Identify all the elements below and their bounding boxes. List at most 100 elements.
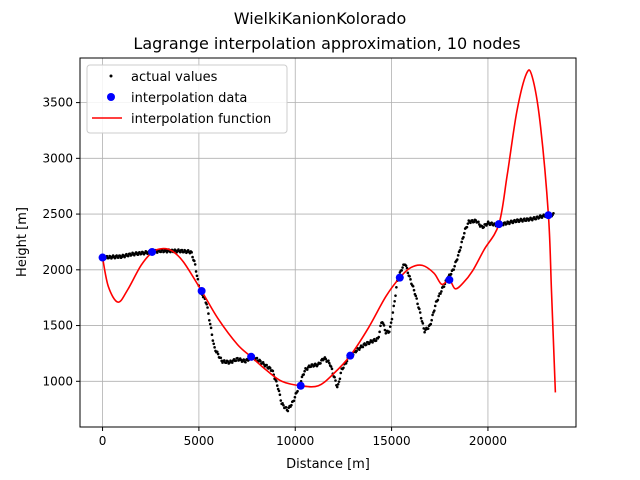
actual-value-point bbox=[436, 298, 440, 302]
actual-value-point bbox=[389, 321, 393, 324]
y-tick-label: 2000 bbox=[42, 263, 73, 277]
actual-value-point bbox=[191, 255, 194, 259]
actual-value-point bbox=[422, 327, 426, 330]
interpolation-data-series bbox=[98, 211, 553, 390]
actual-value-point bbox=[223, 359, 226, 362]
actual-value-point bbox=[472, 220, 476, 224]
y-tick-label: 3000 bbox=[42, 151, 73, 165]
x-tick-label: 20000 bbox=[469, 434, 507, 448]
actual-value-point bbox=[338, 377, 342, 381]
actual-value-point bbox=[442, 285, 446, 288]
actual-value-point bbox=[452, 268, 456, 271]
y-tick-label: 1000 bbox=[42, 374, 73, 388]
actual-value-point bbox=[207, 312, 210, 315]
x-tick-label: 5000 bbox=[184, 434, 215, 448]
actual-value-point bbox=[261, 361, 265, 364]
y-tick-label: 2500 bbox=[42, 207, 73, 221]
actual-value-point bbox=[290, 403, 293, 407]
actual-value-point bbox=[302, 373, 306, 376]
actual-value-point bbox=[433, 309, 436, 312]
actual-value-point bbox=[395, 286, 398, 289]
actual-value-point bbox=[333, 375, 336, 379]
actual-value-point bbox=[384, 331, 388, 335]
actual-value-point bbox=[292, 399, 296, 403]
actual-values-series bbox=[101, 211, 555, 413]
interpolation-node bbox=[544, 211, 553, 220]
actual-value-point bbox=[361, 345, 365, 349]
actual-value-point bbox=[303, 369, 306, 373]
actual-value-point bbox=[405, 266, 409, 270]
legend-box bbox=[86, 64, 288, 134]
actual-value-point bbox=[418, 307, 421, 311]
actual-value-point bbox=[193, 259, 196, 263]
actual-value-point bbox=[234, 359, 238, 363]
actual-value-point bbox=[284, 405, 288, 409]
interpolation-node bbox=[148, 247, 157, 256]
actual-value-point bbox=[159, 250, 163, 254]
actual-value-point bbox=[393, 300, 396, 303]
actual-value-point bbox=[275, 384, 279, 387]
actual-value-point bbox=[334, 379, 337, 382]
x-axis: 0 5000 10000 15000 20000 bbox=[99, 427, 507, 448]
interpolation-node bbox=[247, 352, 256, 361]
actual-value-point bbox=[219, 356, 223, 360]
actual-value-point bbox=[391, 311, 395, 314]
actual-value-point bbox=[426, 327, 430, 330]
actual-value-point bbox=[277, 389, 281, 393]
actual-value-point bbox=[205, 302, 208, 306]
actual-value-point bbox=[439, 292, 442, 295]
actual-value-point bbox=[146, 252, 149, 256]
actual-value-point bbox=[216, 352, 220, 356]
actual-value-point bbox=[230, 361, 234, 364]
actual-value-point bbox=[140, 252, 143, 256]
y-axis: 1000 1500 2000 2500 3000 3500 bbox=[42, 96, 80, 388]
actual-value-point bbox=[136, 253, 140, 257]
actual-value-point bbox=[196, 277, 200, 281]
actual-value-point bbox=[515, 220, 518, 223]
actual-value-point bbox=[465, 225, 469, 229]
actual-value-point bbox=[415, 297, 418, 300]
legend-actual-marker bbox=[109, 74, 113, 78]
actual-value-point bbox=[282, 403, 285, 407]
interpolation-node bbox=[296, 381, 305, 390]
actual-value-point bbox=[453, 264, 456, 268]
x-tick-label: 10000 bbox=[276, 434, 314, 448]
interpolation-node bbox=[197, 286, 206, 295]
actual-value-point bbox=[505, 222, 508, 226]
actual-value-point bbox=[242, 358, 246, 361]
actual-value-point bbox=[374, 339, 378, 342]
actual-value-point bbox=[195, 274, 199, 278]
legend-nodes-marker bbox=[107, 93, 115, 101]
x-tick-label: 0 bbox=[99, 434, 107, 448]
actual-value-point bbox=[382, 324, 386, 327]
x-axis-label: Distance [m] bbox=[286, 457, 370, 472]
actual-value-point bbox=[411, 284, 415, 288]
actual-value-point bbox=[194, 270, 198, 273]
actual-value-point bbox=[474, 219, 478, 222]
actual-value-point bbox=[423, 330, 426, 334]
actual-value-point bbox=[455, 258, 459, 261]
actual-value-point bbox=[355, 349, 358, 353]
interpolation-node bbox=[494, 220, 503, 229]
actual-value-point bbox=[335, 385, 339, 389]
actual-value-point bbox=[552, 211, 555, 215]
actual-value-point bbox=[255, 356, 259, 360]
actual-value-point bbox=[414, 294, 418, 298]
actual-value-point bbox=[408, 274, 411, 278]
chart-suptitle: WielkiKanionKolorado bbox=[234, 9, 407, 28]
actual-value-point bbox=[342, 366, 345, 370]
actual-value-point bbox=[210, 333, 214, 336]
actual-value-point bbox=[293, 395, 297, 399]
actual-value-point bbox=[337, 380, 341, 383]
y-tick-label: 1500 bbox=[42, 319, 73, 333]
actual-value-point bbox=[416, 302, 419, 306]
actual-value-point bbox=[265, 363, 268, 367]
actual-value-point bbox=[456, 254, 460, 257]
actual-value-point bbox=[392, 304, 396, 308]
actual-value-point bbox=[268, 366, 272, 370]
actual-value-point bbox=[437, 294, 441, 298]
actual-value-point bbox=[390, 317, 394, 321]
actual-value-point bbox=[477, 220, 480, 224]
actual-value-point bbox=[431, 313, 434, 317]
actual-value-point bbox=[412, 288, 416, 292]
